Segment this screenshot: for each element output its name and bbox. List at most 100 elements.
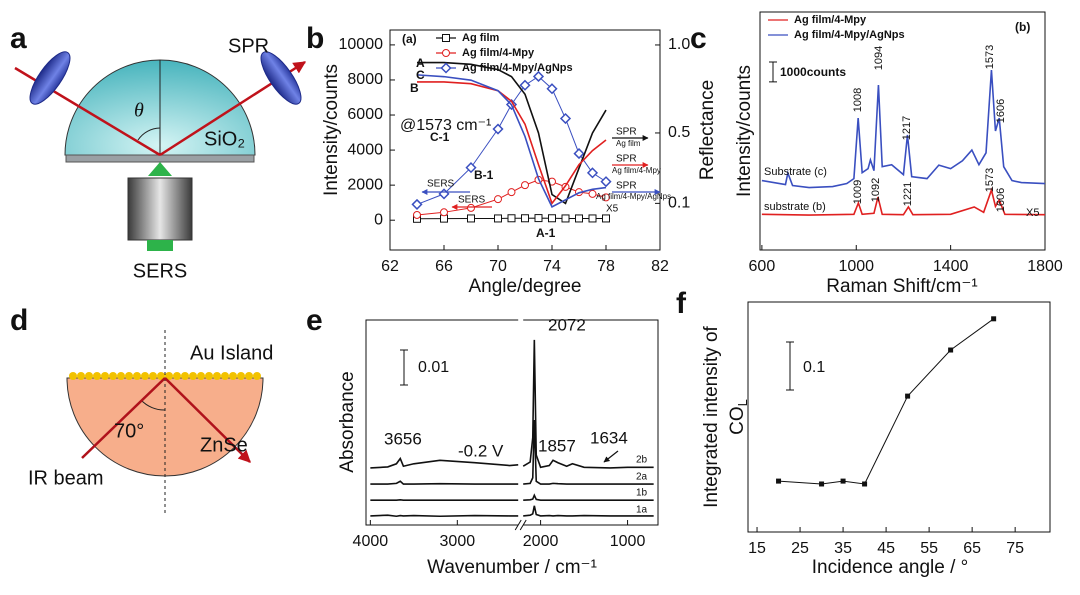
panel-letter: f [676, 287, 687, 320]
au-dot [189, 372, 197, 380]
au-dot [141, 372, 149, 380]
x-tick-label: 75 [1006, 540, 1024, 557]
annotation: 1009 [852, 180, 864, 204]
annotation: SERS [458, 195, 486, 206]
label: SiO₂ [204, 128, 245, 150]
legend-label: Ag film/4-Mpy/AgNps [794, 29, 905, 41]
au-dot [125, 372, 133, 380]
annotation: Ag film/4-Mpy/AgNps [596, 192, 671, 201]
series-label: B [410, 81, 419, 95]
point [948, 347, 954, 353]
au-dot [165, 372, 173, 380]
point [588, 214, 597, 223]
au-dot [173, 372, 181, 380]
y-tick-label: 8000 [347, 71, 383, 88]
au-dot [109, 372, 117, 380]
point [465, 162, 477, 174]
x-tick-label: 62 [381, 258, 399, 275]
series-line [370, 420, 654, 485]
annotation: 1008 [852, 88, 864, 112]
point [776, 478, 782, 484]
x-tick-label: 3000 [440, 533, 476, 550]
series-label: Substrate (c) [764, 166, 827, 178]
legend-label: Ag film/4-Mpy [794, 14, 867, 26]
annotation: 2072 [548, 315, 586, 334]
chart-panel: b (a) 62 66 70 74 78 82 0 2000 4000 6000 8000 10000 0.… [306, 22, 718, 297]
series-label: 1b [636, 488, 648, 499]
y2-tick-label: 0.5 [668, 124, 690, 141]
x-tick-label: 1800 [1027, 258, 1063, 275]
series-label: A [416, 56, 425, 70]
point [573, 148, 585, 160]
legend-marker [442, 34, 450, 42]
panel-letter: e [306, 304, 323, 337]
point [411, 198, 423, 210]
au-dot [93, 372, 101, 380]
point [600, 176, 612, 188]
au-dot [181, 372, 189, 380]
point [521, 214, 529, 223]
series-label: 2b [636, 455, 648, 466]
label: θ [134, 100, 144, 122]
y2-axis-label: Reflectance [697, 80, 718, 180]
plot-frame [759, 11, 1046, 251]
plot-frame [747, 301, 1051, 533]
au-dot [85, 372, 93, 380]
legend-label: Ag film/4-Mpy/AgNps [462, 62, 573, 74]
point [819, 481, 825, 487]
y-tick-label: 4000 [347, 141, 383, 158]
au-dot [205, 372, 213, 380]
annotation: SPR [616, 154, 637, 165]
x-tick-label: 1000 [838, 258, 874, 275]
annotation: SERS [427, 179, 455, 190]
chart-title: (b) [1015, 20, 1030, 34]
annotation: SPR [616, 127, 637, 138]
au-dot [245, 372, 253, 380]
scale-bar-label: 0.1 [803, 359, 825, 376]
series-line [778, 318, 994, 485]
y-tick-label: 10000 [339, 36, 384, 53]
annotation: 1092 [870, 178, 882, 202]
point [519, 79, 531, 91]
point [467, 214, 475, 223]
annotation: 1857 [538, 436, 576, 455]
annotation: X5 [1026, 207, 1039, 219]
annotation: 1634 [590, 428, 628, 447]
series-line [417, 81, 607, 206]
point [862, 481, 868, 487]
panel-letter: b [306, 22, 324, 55]
au-dot [157, 372, 165, 380]
au-dot [197, 372, 205, 380]
chart-panel: f 15 25 35 45 55 65 75 Incidence angle / ° Integr… [676, 287, 1051, 578]
legend-label: Ag film/4-Mpy [462, 47, 535, 59]
annotation: Ag film [616, 139, 641, 148]
y2-tick-label: 0.1 [668, 195, 690, 212]
point [840, 478, 846, 484]
au-dot [221, 372, 229, 380]
incident-ray [81, 377, 166, 459]
objective [127, 177, 193, 241]
x-tick-label: 66 [435, 258, 453, 275]
x-axis-label: Angle/degree [468, 276, 581, 297]
legend-marker [440, 62, 452, 74]
au-dot [77, 372, 85, 380]
point [507, 214, 516, 223]
x-tick-label: 600 [749, 258, 776, 275]
x-tick-label: 2000 [523, 533, 559, 550]
label: IR beam [28, 467, 104, 489]
annotation: 1606 [995, 188, 1007, 212]
annotation: SPR [616, 181, 637, 192]
panel-d: d Au Island 70° ZnSe IR beam [10, 304, 273, 515]
x-tick-label: 65 [963, 540, 981, 557]
y-axis-label-subscript: L [735, 399, 750, 406]
x-axis-label: Raman Shift/cm⁻¹ [826, 276, 978, 297]
annotation: 1573 [984, 45, 996, 69]
point [494, 195, 502, 204]
point [602, 214, 610, 223]
au-islands [69, 372, 261, 380]
x-tick-label: 55 [920, 540, 938, 557]
scale-bar-label: 0.01 [418, 359, 449, 376]
point [602, 193, 610, 202]
panel-letter: c [690, 22, 707, 55]
